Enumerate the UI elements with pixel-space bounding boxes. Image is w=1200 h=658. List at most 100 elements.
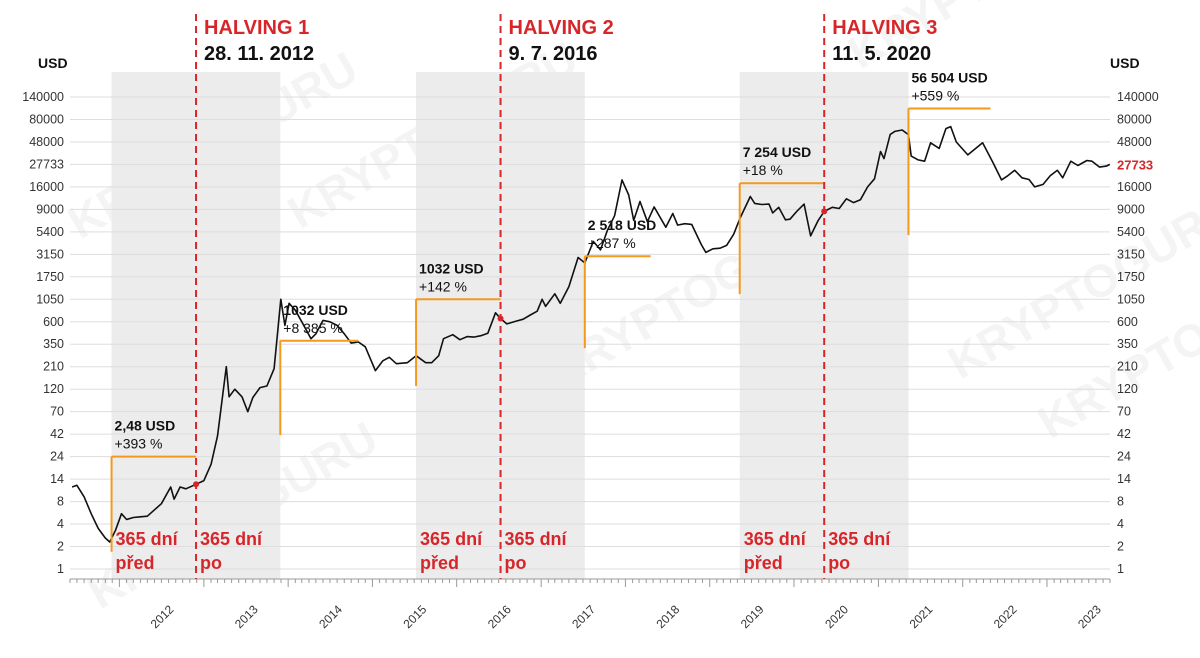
y-tick-right-7: 70 (1117, 405, 1131, 419)
period-label-line2-0: před (116, 553, 155, 573)
y-tick-right-0: 1 (1117, 562, 1124, 576)
y-tick-right-17: 16000 (1117, 180, 1152, 194)
y-tick-left-7: 70 (50, 405, 64, 419)
y-tick-left-20: 80000 (29, 112, 64, 126)
period-label-line1-1: 365 dní (200, 529, 263, 549)
halving-markers (195, 14, 826, 579)
year-label-2019: 2019 (738, 602, 767, 631)
year-label-2014: 2014 (316, 602, 345, 631)
annotation-value-3: 2 518 USD (588, 217, 656, 233)
annotation-value-2: 1032 USD (419, 260, 484, 276)
y-tick-left-1: 2 (57, 540, 64, 554)
halving-date-0: 28. 11. 2012 (204, 43, 314, 65)
y-tick-left-10: 350 (43, 337, 64, 351)
period-shading (111, 72, 909, 579)
y-tick-right-13: 1750 (1117, 270, 1145, 284)
annotation-pct-0: +393 % (115, 436, 163, 452)
period-shade-1 (196, 72, 281, 579)
period-label-line1-3: 365 dní (505, 529, 568, 549)
y-tick-right-19: 48000 (1117, 135, 1152, 149)
y-tick-left-2: 4 (57, 517, 64, 531)
halving-label-0: HALVING 1 (204, 17, 309, 39)
period-label-line1-4: 365 dní (744, 529, 807, 549)
period-shade-3 (500, 72, 585, 579)
halving-label-1: HALVING 2 (509, 17, 614, 39)
y-tick-left-5: 24 (50, 450, 64, 464)
y-tick-right-11: 600 (1117, 315, 1138, 329)
y-tick-right-12: 1050 (1117, 292, 1145, 306)
y-unit-left: USD (38, 55, 68, 71)
y-tick-right-15: 5400 (1117, 225, 1145, 239)
y-tick-right-10: 350 (1117, 337, 1138, 351)
y-tick-right-8: 120 (1117, 382, 1138, 396)
halving-date-2: 11. 5. 2020 (832, 43, 931, 65)
annotation-pct-3: +287 % (588, 235, 636, 251)
year-label-2018: 2018 (654, 602, 683, 631)
y-tick-left-14: 3150 (36, 247, 64, 261)
watermark-3: KRYPTOGURU (839, 0, 1146, 79)
y-tick-right-4: 14 (1117, 472, 1131, 486)
y-tick-right-6: 42 (1117, 427, 1131, 441)
year-label-2022: 2022 (991, 602, 1020, 631)
y-tick-right-21: 140000 (1117, 90, 1159, 104)
year-label-2020: 2020 (822, 602, 851, 631)
y-tick-right-14: 3150 (1117, 247, 1145, 261)
period-label-line2-1: po (200, 553, 222, 573)
halving-date-1: 9. 7. 2016 (509, 43, 598, 65)
y-tick-left-17: 16000 (29, 180, 64, 194)
y-tick-left-8: 120 (43, 382, 64, 396)
text-labels: HALVING 1 28. 11. 2012 HALVING 2 9. 7. 2016… (116, 17, 938, 573)
year-label-2013: 2013 (232, 602, 261, 631)
annotation-value-1: 1032 USD (283, 302, 348, 318)
period-label-line2-2: před (420, 553, 459, 573)
y-tick-left-18: 27733 (29, 157, 64, 171)
year-label-2023: 2023 (1075, 602, 1104, 631)
y-tick-left-3: 8 (57, 495, 64, 509)
period-shade-5 (824, 72, 909, 579)
halving-label-2: HALVING 3 (832, 17, 937, 39)
y-tick-left-21: 140000 (22, 90, 64, 104)
annotation-pct-1: +8 385 % (283, 320, 343, 336)
period-shade-0 (111, 72, 197, 579)
y-tick-left-11: 600 (43, 315, 64, 329)
annotation-pct-5: +559 % (911, 88, 959, 104)
y-tick-right-2: 4 (1117, 517, 1124, 531)
y-tick-left-6: 42 (50, 427, 64, 441)
annotation-pct-4: +18 % (743, 162, 783, 178)
period-label-line1-5: 365 dní (828, 529, 891, 549)
current-price-label: 27733 (1117, 157, 1153, 172)
period-label-line1-0: 365 dní (116, 529, 179, 549)
y-tick-left-0: 1 (57, 562, 64, 576)
y-tick-left-16: 9000 (36, 202, 64, 216)
y-tick-left-15: 5400 (36, 225, 64, 239)
y-tick-right-9: 210 (1117, 360, 1138, 374)
period-shade-4 (739, 72, 825, 579)
y-tick-left-4: 14 (50, 472, 64, 486)
y-tick-right-1: 2 (1117, 540, 1124, 554)
y-tick-left-19: 48000 (29, 135, 64, 149)
annotation-pct-2: +142 % (419, 278, 467, 294)
y-tick-left-12: 1050 (36, 292, 64, 306)
period-label-line2-4: před (744, 553, 783, 573)
y-tick-left-9: 210 (43, 360, 64, 374)
period-label-line1-2: 365 dní (420, 529, 483, 549)
annotation-value-0: 2,48 USD (115, 418, 176, 434)
period-label-line2-3: po (505, 553, 527, 573)
gridlines (70, 96, 1110, 570)
y-tick-left-13: 1750 (36, 270, 64, 284)
y-unit-right: USD (1110, 55, 1140, 71)
period-shade-2 (416, 72, 501, 579)
annotation-value-4: 7 254 USD (743, 144, 811, 160)
y-tick-right-16: 9000 (1117, 202, 1145, 216)
y-tick-right-5: 24 (1117, 450, 1131, 464)
period-label-line2-5: po (828, 553, 850, 573)
year-label-2021: 2021 (907, 602, 936, 631)
y-tick-right-3: 8 (1117, 495, 1124, 509)
year-label-2015: 2015 (401, 602, 430, 631)
y-tick-right-20: 80000 (1117, 112, 1152, 126)
year-label-2016: 2016 (485, 602, 514, 631)
year-label-2012: 2012 (148, 602, 177, 631)
annotation-value-5: 56 504 USD (911, 70, 987, 86)
